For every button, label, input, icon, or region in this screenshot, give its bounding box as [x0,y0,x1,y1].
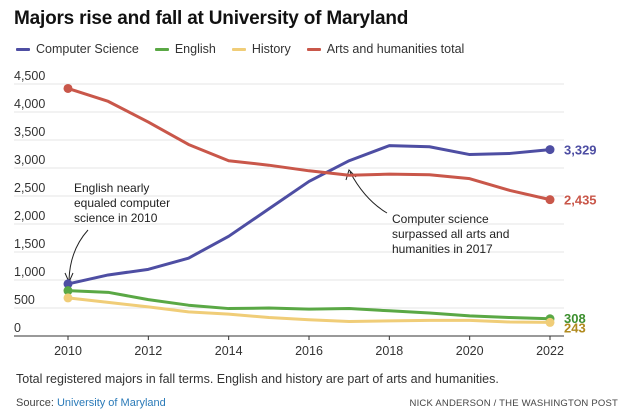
legend-label-computer-science: Computer Science [36,42,139,56]
y-tick-label-4000: 4,000 [14,97,45,111]
grid-layer [14,83,564,337]
series-line-english [66,289,552,321]
annotation-layer: English nearly equaled computer science … [64,169,509,284]
source-prefix: Source: [16,397,57,409]
x-tick-label-2016: 2016 [295,344,323,358]
chart-note: Total registered majors in fall terms. E… [16,372,499,386]
legend-item-english: English [154,42,216,56]
legend-item-arts-humanities: Arts and humanities total [306,42,465,56]
legend-swatch-english [154,47,169,51]
y-tick-label-3000: 3,000 [14,153,45,167]
start-point-arts-and-humanities-total [63,83,73,93]
y-tick-label-2000: 2,000 [14,209,45,223]
legend-item-history: History [231,42,291,56]
x-tick-label-2014: 2014 [215,344,243,358]
legend-label-english: English [174,42,216,56]
legend-item-computer-science: Computer Science [16,42,139,56]
start-point-history [63,293,73,303]
annotation-english-line-1: English nearly [74,181,149,195]
source-line: Source: University of Maryland [16,397,166,409]
x-tick-label-2022: 2022 [536,344,564,358]
credit-line: NICK ANDERSON / THE WASHINGTON POST [409,398,618,409]
annotation-cs-arrow [349,171,388,214]
y-axis-ticks: 0 500 1,000 1,500 2,000 2,500 3,000 3,500 4,000 4… [14,69,45,335]
series-layer [63,83,555,327]
x-tick-label-2018: 2018 [375,344,403,358]
legend-label-arts-humanities: Arts and humanities total [326,42,465,56]
end-point-history [545,317,555,327]
series-line-computer-science [66,144,552,286]
end-label-computer-science: 3,329 [564,143,597,158]
end-label-english: 308 [564,311,586,326]
annotation-english-line-3: science in 2010 [74,211,158,225]
y-tick-label-500: 500 [14,293,35,307]
annotation-cs-line-1: Computer science [392,212,489,226]
x-tick-label-2010: 2010 [54,344,82,358]
legend-swatch-arts-humanities [306,47,321,51]
x-tick-label-2012: 2012 [134,344,162,358]
end-point-computer-science [545,145,555,155]
y-tick-label-0: 0 [14,321,21,335]
y-tick-label-2500: 2,500 [14,181,45,195]
y-tick-label-3500: 3,500 [14,125,45,139]
annotation-english-arrow [68,229,89,281]
source-link[interactable]: University of Maryland [56,397,166,409]
annotation-english-line-2: equaled computer [74,196,170,210]
start-point-computer-science [63,279,73,289]
legend-swatch-history [231,47,246,51]
legend-label-history: History [251,42,291,56]
y-tick-label-1500: 1,500 [14,237,45,251]
annotation-cs-line-3: humanities in 2017 [392,242,493,256]
y-tick-label-1000: 1,000 [14,265,45,279]
annotation-cs-line-2: surpassed all arts and [392,227,509,241]
legend-swatch-computer-science [16,47,30,51]
end-point-arts-and-humanities-total [545,195,555,205]
end-label-history: 243 [564,320,586,335]
y-tick-label-4500: 4,500 [14,69,45,83]
legend: Computer Science English History Arts an… [16,42,464,56]
end-label-arts-and-humanities-total: 2,435 [564,193,597,208]
start-point-english [63,286,73,296]
chart-title: Majors rise and fall at University of Ma… [14,8,409,29]
x-tick-label-2020: 2020 [456,344,484,358]
series-line-arts-and-humanities-total [66,86,552,202]
x-axis-ticks: 2010 2012 2014 2016 2018 2020 2022 [54,336,564,358]
series-line-history [66,296,552,324]
